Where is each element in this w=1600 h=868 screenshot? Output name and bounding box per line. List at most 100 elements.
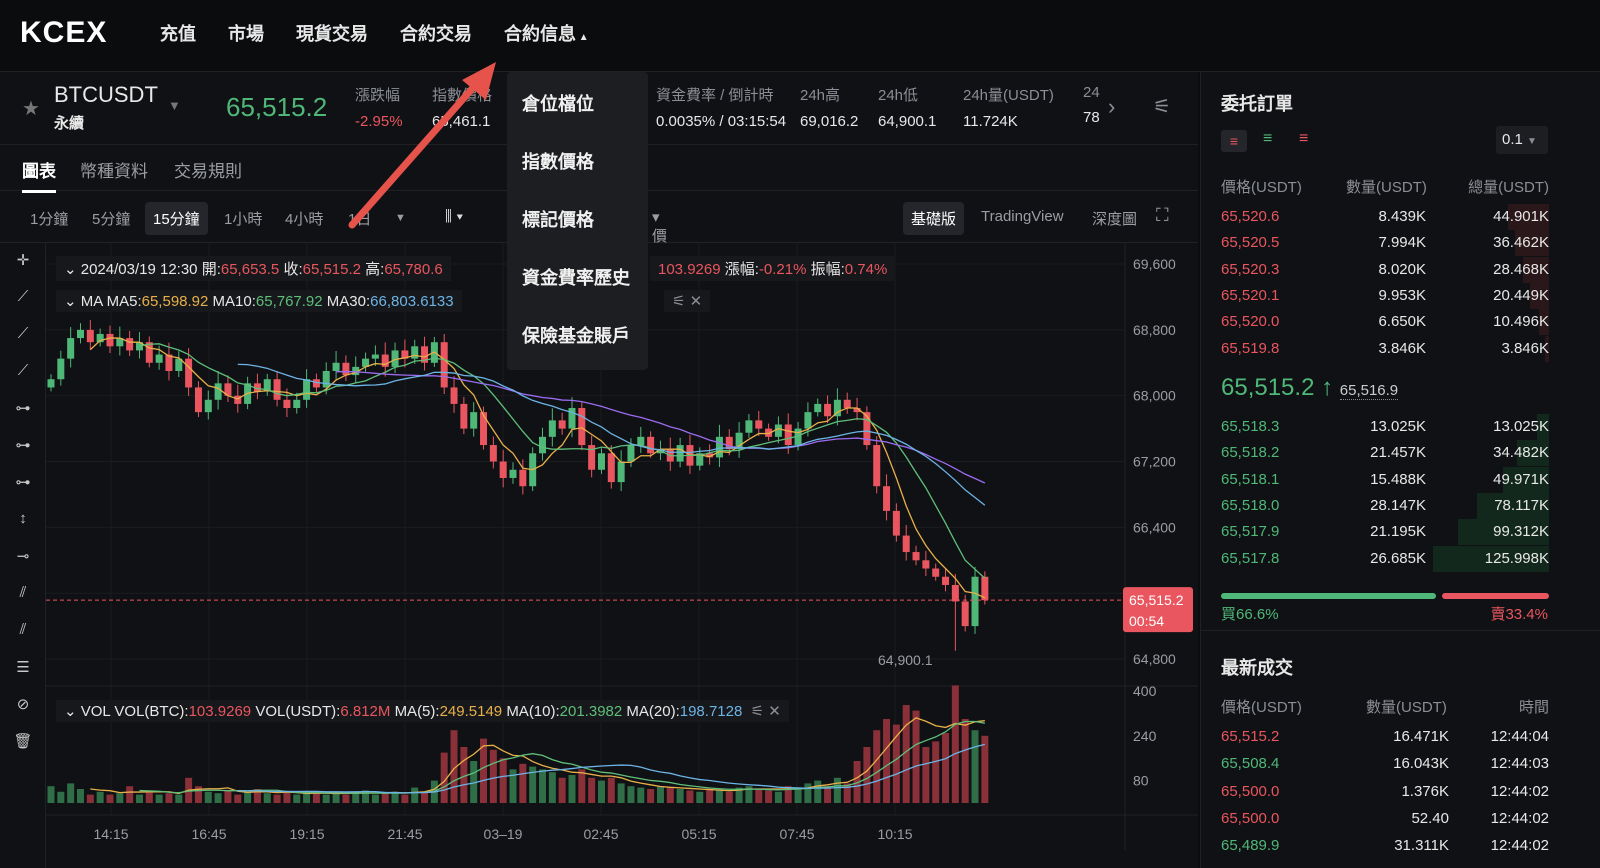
candle-body [725, 436, 733, 450]
view-tradingview[interactable]: TradingView [981, 208, 1064, 225]
settings-sliders-icon[interactable]: ⚟ [1153, 96, 1171, 118]
menu-index-price[interactable]: 指數價格 [522, 152, 594, 172]
fib-levels-icon[interactable]: ☰ [16, 659, 30, 676]
trash-icon[interactable]: 🗑 [13, 733, 33, 750]
time-tick: 03–19 [484, 826, 523, 842]
trades-title: 最新成交 [1221, 658, 1293, 678]
tab-coin-info[interactable]: 幣種資料 [80, 162, 148, 181]
volume-bar [293, 794, 301, 803]
menu-funding-history[interactable]: 資金費率歷史 [522, 268, 630, 288]
interval-15m[interactable]: 15分鐘 [145, 202, 208, 235]
volume-bar [67, 783, 75, 803]
candle-body [106, 333, 114, 347]
candle-body [607, 453, 615, 483]
candle-body [548, 420, 556, 437]
chevron-down-icon[interactable]: ⌄ [64, 293, 77, 310]
legend-close: 65,515.2 [302, 261, 361, 278]
amount: 21.195K [1370, 523, 1426, 541]
candle-body [932, 568, 940, 577]
settings-icon[interactable]: ⚟ [746, 703, 765, 720]
tab-chart[interactable]: 圖表 [22, 157, 56, 193]
price: 65,520.6 [1221, 208, 1280, 225]
chevron-down-icon[interactable]: ⌄ [64, 261, 77, 278]
view-basic[interactable]: 基礎版 [903, 202, 965, 235]
chevron-down-icon[interactable]: ▼ [395, 212, 406, 224]
bid-row[interactable]: 65,518.2 21.457K 34.482K [1221, 440, 1549, 467]
view-asks-icon[interactable]: ≡ [1299, 130, 1309, 147]
chevron-down-icon[interactable]: ⌄ [64, 703, 77, 720]
trade-row: 65,500.0 52.40 12:44:02 [1221, 806, 1549, 832]
parallel-channel-icon[interactable]: ⫽ [19, 584, 27, 601]
buy-ratio: 買66.6% [1221, 606, 1279, 623]
menu-mark-price[interactable]: 標記價格 [522, 210, 594, 230]
menu-position-tiers[interactable]: 倉位檔位 [522, 94, 594, 114]
chevron-down-icon[interactable]: ▼ [168, 98, 181, 113]
tab-trading-rules[interactable]: 交易規則 [174, 162, 242, 181]
nav-contract-info[interactable]: 合約信息 ▲ [504, 20, 589, 46]
horizontal-ray-icon[interactable]: ⊶ [15, 437, 31, 454]
volume-bar [578, 769, 586, 803]
volume-bar [696, 791, 704, 803]
volume-bar [922, 747, 930, 803]
ask-row[interactable]: 65,520.5 7.994K 36.462K [1221, 230, 1549, 257]
nav-spot[interactable]: 現貨交易 [296, 24, 368, 44]
horizontal-line-icon[interactable]: ⊶ [15, 400, 31, 417]
settings-icon[interactable]: ⚟ [672, 293, 686, 310]
close-icon[interactable]: ✕ [689, 293, 703, 310]
volume-bar [607, 777, 615, 803]
interval-1m[interactable]: 1分鐘 [30, 211, 69, 228]
candle-type-icon[interactable]: ⫼ ▾ [445, 208, 464, 225]
trend-line-icon[interactable]: ⟋ [17, 288, 29, 305]
view-both-icon[interactable]: ≡ [1221, 130, 1247, 152]
bid-row[interactable]: 65,518.3 13.025K 13.025K [1221, 414, 1549, 440]
volume-bar [951, 685, 959, 803]
crosshair-icon[interactable]: ✛ [16, 252, 30, 269]
nav-deposit[interactable]: 充值 [160, 24, 196, 44]
view-depth[interactable]: 深度圖 [1092, 211, 1138, 228]
depth-bar [1503, 466, 1549, 493]
extended-line-icon[interactable]: ⟋ [17, 362, 29, 379]
volume-bar [303, 793, 311, 803]
trade-amount: 16.471K [1393, 728, 1449, 745]
fib-icon[interactable]: ⫽ [19, 621, 27, 638]
ask-row[interactable]: 65,520.0 6.650K 10.496K [1221, 309, 1549, 336]
volume-bar [853, 761, 861, 803]
price-tick: 64,800 [1133, 651, 1176, 667]
hide-icon[interactable]: ⊘ [16, 696, 30, 713]
volume-bar [942, 733, 950, 803]
trade-row: 65,489.9 31.311K 12:44:02 [1221, 833, 1549, 859]
candle-body [745, 420, 753, 433]
precision-select[interactable]: 0.1 ▼ [1496, 126, 1548, 154]
bid-row[interactable]: 65,517.9 21.195K 99.312K [1221, 519, 1549, 546]
price-type-select[interactable]: 價 ▾ [652, 209, 668, 245]
ask-row[interactable]: 65,520.3 8.020K 28.468K [1221, 256, 1549, 283]
volume-bar [863, 747, 871, 803]
star-icon[interactable]: ★ [22, 98, 40, 120]
interval-5m[interactable]: 5分鐘 [92, 211, 131, 228]
bid-row[interactable]: 65,518.1 15.488K 49.971K [1221, 466, 1549, 493]
vertical-line-icon[interactable]: ↕ [19, 510, 27, 527]
interval-1h[interactable]: 1小時 [224, 211, 263, 228]
bid-row[interactable]: 65,518.0 28.147K 78.117K [1221, 492, 1549, 519]
ask-row[interactable]: 65,520.1 9.953K 20.449K [1221, 282, 1549, 309]
nav-futures[interactable]: 合約交易 [400, 24, 472, 44]
interval-4h[interactable]: 4小時 [285, 211, 324, 228]
menu-insurance-fund[interactable]: 保險基金賬戶 [522, 326, 630, 346]
nav-markets[interactable]: 市場 [228, 24, 264, 44]
chevron-right-icon[interactable]: › [1108, 94, 1116, 119]
ray-icon[interactable]: ⟋ [17, 325, 29, 342]
fullscreen-icon[interactable]: ⛶ [1156, 205, 1169, 225]
kcex-logo[interactable]: KCEX [20, 16, 108, 49]
price-line-icon[interactable]: ⊸ [16, 548, 30, 565]
bid-row[interactable]: 65,517.8 26.685K 125.998K [1221, 545, 1549, 572]
drawing-tools: ✛ ⟋ ⟋ ⟋ ⊶ ⊶ ⊶ ↕ ⊸ ⫽ ⫽ ☰ ⊘ 🗑 [0, 243, 46, 868]
ask-row[interactable]: 65,520.6 8.439K 44.901K [1221, 204, 1549, 230]
symbol[interactable]: BTCUSDT [54, 82, 158, 107]
price: 65,518.0 [1221, 496, 1280, 514]
candle-body [312, 379, 320, 388]
candle-body [853, 408, 861, 413]
ask-row[interactable]: 65,519.8 3.846K 3.846K [1221, 335, 1549, 362]
view-bids-icon[interactable]: ≡ [1263, 130, 1273, 147]
horizontal-segment-icon[interactable]: ⊶ [15, 474, 31, 491]
close-icon[interactable]: ✕ [768, 703, 781, 720]
